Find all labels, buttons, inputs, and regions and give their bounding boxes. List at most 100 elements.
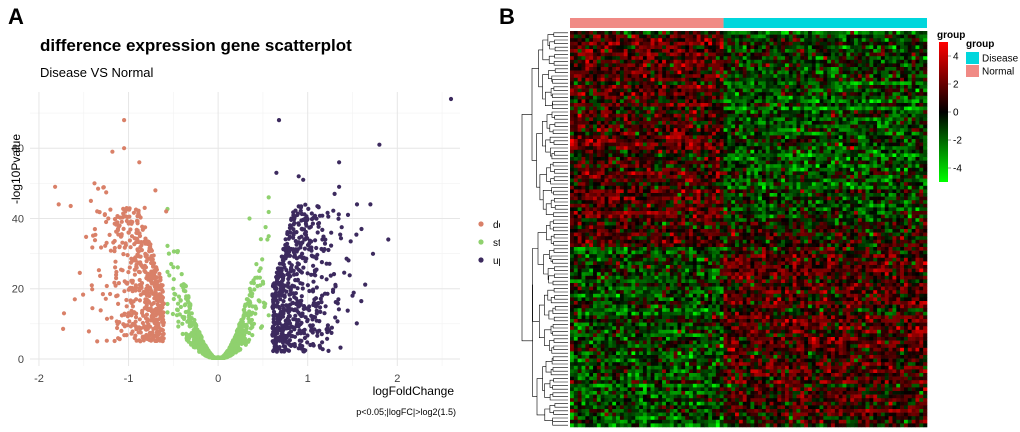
heatmap-cell	[689, 59, 694, 64]
heatmap-cell	[873, 103, 878, 107]
heatmap-cell	[784, 85, 790, 89]
heatmap-cell	[719, 103, 724, 107]
heatmap-cell	[907, 59, 912, 64]
heatmap-cell	[650, 45, 655, 50]
heatmap-cell	[758, 59, 763, 64]
heatmap-cell	[635, 124, 640, 129]
heatmap-cell	[869, 41, 874, 46]
heatmap-cell	[669, 88, 674, 93]
heatmap-cell	[635, 135, 640, 140]
heatmap-cell	[689, 41, 694, 46]
heatmap-cell	[573, 121, 578, 125]
heatmap-cell	[769, 34, 774, 39]
heatmap-cell	[723, 92, 728, 97]
heatmap-cell	[677, 88, 682, 93]
heatmap-cell	[692, 124, 697, 129]
heatmap-cell	[892, 34, 897, 39]
heatmap-cell	[903, 70, 909, 75]
heatmap-cell	[911, 110, 916, 115]
heatmap-cell	[896, 77, 901, 82]
heatmap-cell	[658, 63, 663, 68]
heatmap-cell	[923, 70, 928, 75]
heatmap-cell	[646, 92, 651, 97]
heatmap-cell	[731, 110, 736, 115]
heatmap-cell	[658, 74, 663, 79]
heatmap-cell	[781, 128, 786, 133]
heatmap-cell	[746, 135, 751, 140]
heatmap-cell	[827, 124, 832, 129]
heatmap-cell	[915, 70, 920, 75]
heatmap-cell	[911, 85, 916, 89]
heatmap-cell	[831, 88, 836, 93]
heatmap-cell	[850, 128, 855, 133]
heatmap-cell	[735, 135, 740, 140]
heatmap-cell	[570, 74, 575, 79]
heatmap-cell	[831, 45, 836, 50]
heatmap-cell	[658, 135, 663, 140]
heatmap-cell	[869, 95, 874, 100]
heatmap-cell	[823, 81, 828, 86]
heatmap-cell	[915, 124, 920, 129]
heatmap-cell	[642, 92, 648, 97]
heatmap-cell	[742, 113, 747, 118]
heatmap-cell	[911, 59, 916, 64]
heatmap-cell	[781, 110, 786, 115]
heatmap-cell	[754, 121, 759, 125]
heatmap-cell	[834, 92, 840, 97]
heatmap-cell	[608, 41, 613, 46]
heatmap-cell	[704, 77, 709, 82]
heatmap-cell	[857, 124, 863, 129]
heatmap-cell	[781, 31, 786, 35]
heatmap-cell	[823, 45, 828, 50]
heatmap-cell	[758, 63, 763, 68]
heatmap-cell	[865, 139, 870, 143]
heatmap-cell	[761, 124, 767, 129]
heatmap-cell	[773, 106, 778, 111]
heatmap-cell	[846, 70, 851, 75]
heatmap-cell	[631, 124, 636, 129]
heatmap-cell	[635, 110, 640, 115]
heatmap-cell	[800, 135, 805, 140]
heatmap-cell	[892, 31, 897, 35]
heatmap-cell	[596, 139, 602, 143]
heatmap-cell	[896, 41, 901, 46]
heatmap-cell	[704, 124, 709, 129]
heatmap-cell	[692, 56, 697, 61]
heatmap-cell	[827, 117, 832, 122]
heatmap-cell	[823, 92, 828, 97]
heatmap-cell	[692, 74, 697, 79]
heatmap-cell	[735, 81, 740, 86]
heatmap-cell	[796, 81, 801, 86]
heatmap-cell	[804, 31, 809, 35]
heatmap-cell	[796, 52, 801, 57]
heatmap-cell	[754, 81, 759, 86]
heatmap-cell	[665, 135, 671, 140]
heatmap-cell	[662, 67, 667, 71]
heatmap-cell	[846, 88, 851, 93]
heatmap-cell	[658, 81, 663, 86]
threshold-caption: p<0.05;|logFC|>log2(1.5)	[356, 407, 456, 417]
heatmap-cell	[915, 31, 920, 35]
heatmap-cell	[746, 113, 751, 118]
heatmap-cell	[781, 74, 786, 79]
heatmap-cell	[723, 74, 728, 79]
heatmap-cell	[692, 63, 697, 68]
heatmap-cell	[869, 34, 874, 39]
heatmap-cell	[880, 67, 886, 71]
heatmap-cell	[788, 34, 793, 39]
heatmap-cell	[877, 45, 882, 50]
heatmap-cell	[673, 85, 678, 89]
heatmap-cell	[738, 45, 744, 50]
heatmap-cell	[581, 88, 586, 93]
heatmap-cell	[642, 95, 648, 100]
heatmap-cell	[692, 110, 697, 115]
heatmap-cell	[708, 95, 713, 100]
heatmap-cell	[896, 92, 901, 97]
heatmap-cell	[581, 56, 586, 61]
heatmap-cell	[919, 74, 924, 79]
heatmap-cell	[842, 95, 847, 100]
heatmap-cell	[808, 77, 813, 82]
heatmap-cell	[746, 95, 751, 100]
heatmap-cell	[773, 45, 778, 50]
heatmap-cell	[581, 85, 586, 89]
